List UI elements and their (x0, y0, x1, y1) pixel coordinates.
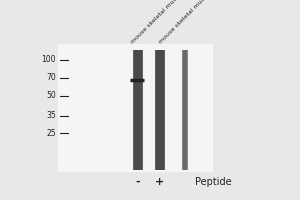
Text: 70: 70 (46, 73, 56, 82)
Text: mouse skeletal muscle: mouse skeletal muscle (130, 0, 185, 45)
Text: -: - (136, 177, 140, 187)
Text: 50: 50 (46, 92, 56, 100)
Bar (58, 44, 213, 172)
Text: mouse skeletal muscle: mouse skeletal muscle (158, 0, 213, 45)
Text: 35: 35 (46, 112, 56, 120)
Text: 25: 25 (46, 129, 56, 138)
Text: +: + (155, 177, 165, 187)
Text: Peptide: Peptide (195, 177, 232, 187)
Text: 100: 100 (41, 55, 56, 64)
